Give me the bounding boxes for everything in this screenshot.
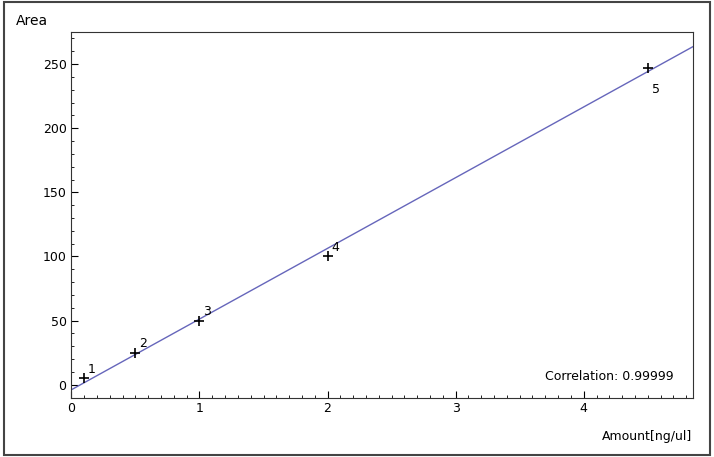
Text: 4: 4 — [331, 241, 339, 254]
Text: Amount[ng/ul]: Amount[ng/ul] — [603, 430, 693, 443]
Text: 3: 3 — [203, 305, 211, 318]
Point — [322, 253, 333, 260]
Point — [193, 317, 205, 324]
Text: 2: 2 — [139, 337, 147, 350]
Text: Correlation: 0.99999: Correlation: 0.99999 — [545, 370, 674, 383]
Text: 1: 1 — [88, 363, 96, 376]
Point — [642, 64, 653, 72]
Text: 5: 5 — [652, 83, 660, 96]
Point — [79, 375, 90, 382]
Text: Area: Area — [16, 14, 48, 28]
Point — [130, 349, 141, 356]
